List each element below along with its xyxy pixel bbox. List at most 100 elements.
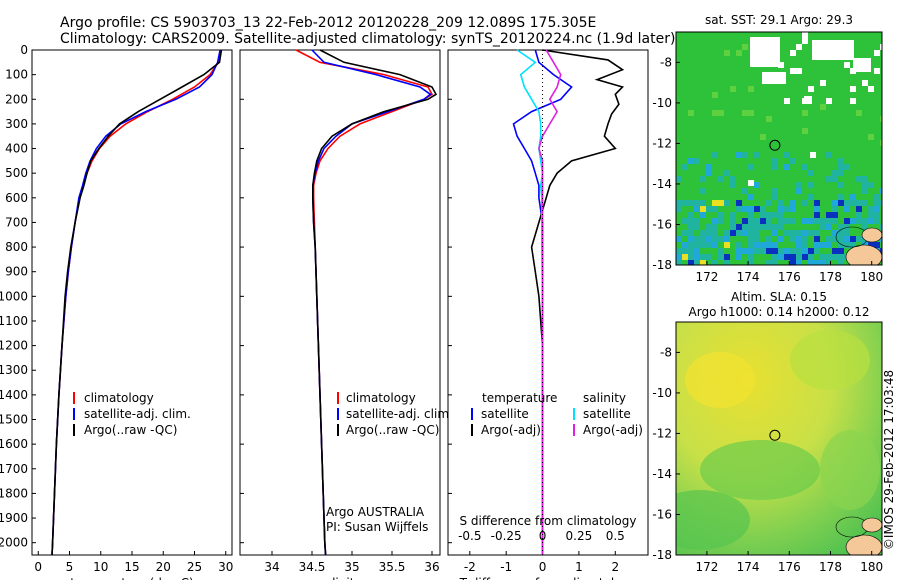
sst-cell xyxy=(784,164,790,170)
sst-map-panel: 172 174 176 178 180 -8 -10 -12 -14 -16 -18 sat. SST… xyxy=(652,13,883,284)
sst-cell xyxy=(766,236,772,242)
sst-cell xyxy=(736,50,742,56)
sst-cell xyxy=(724,236,730,242)
x-axis-label: temperature (deg C) xyxy=(70,576,193,580)
sst-cell xyxy=(772,242,778,248)
sst-cell xyxy=(802,218,808,224)
sst-cell xyxy=(688,200,694,206)
sst-cell xyxy=(736,224,742,230)
lat-tick-label: -10 xyxy=(652,386,672,400)
sst-cell xyxy=(808,254,814,260)
temperature-panel: 0100200300400500600700800900100011001200… xyxy=(0,43,233,580)
sst-cell xyxy=(814,212,820,218)
sst-cell xyxy=(808,260,814,265)
sst-cell xyxy=(790,236,796,242)
sst-cell xyxy=(844,164,850,170)
sst-cell xyxy=(850,218,856,224)
sst-cell xyxy=(706,254,712,260)
sst-cell xyxy=(802,254,808,260)
sst-cell xyxy=(766,212,772,218)
imos-credit: ©IMOS 29-Feb-2012 17:03:48 xyxy=(882,370,896,550)
sst-cell xyxy=(784,206,790,212)
sst-cell xyxy=(718,176,724,182)
x-tick-label: -1 xyxy=(500,560,512,574)
lat-tick-label: -10 xyxy=(652,96,672,110)
y-tick-label: 1400 xyxy=(0,388,28,402)
x-axis-label: T difference from climatology xyxy=(459,576,637,580)
lat-tick-label: -12 xyxy=(652,136,672,150)
y-tick-label: 1000 xyxy=(0,289,28,303)
sst-cell xyxy=(856,236,862,242)
sst-cell xyxy=(844,206,850,212)
sst-cell xyxy=(724,230,730,236)
sst-cell xyxy=(820,104,826,110)
sst-cell xyxy=(688,218,694,224)
sst-cell xyxy=(826,218,832,224)
sst-cell xyxy=(688,212,694,218)
sst-cell xyxy=(874,50,880,56)
sst-cell xyxy=(712,110,718,116)
sst-cell xyxy=(676,236,682,242)
sst-cell xyxy=(826,254,832,260)
sst-cell xyxy=(706,236,712,242)
sst-cell xyxy=(856,206,862,212)
sst-cell xyxy=(778,224,784,230)
sst-cell xyxy=(880,248,882,254)
sst-cell xyxy=(802,32,808,38)
sst-cell xyxy=(862,182,868,188)
x-tick-label: 34 xyxy=(264,560,279,574)
sst-cell xyxy=(796,182,802,188)
sst-cell xyxy=(868,182,874,188)
sst-cell xyxy=(796,236,802,242)
sst-cell xyxy=(838,170,844,176)
sla-patch xyxy=(790,330,870,390)
sst-cell xyxy=(826,260,832,265)
sst-cell xyxy=(862,200,868,206)
sst-cell xyxy=(784,248,790,254)
sst-cell xyxy=(676,206,682,212)
sst-cell xyxy=(718,200,724,206)
sst-cell xyxy=(880,116,882,122)
y-tick-label: 1700 xyxy=(0,462,28,476)
sla-map-panel: 172 174 176 178 180 -8 -10 -12 -14 -16 -18 Altim. S… xyxy=(652,290,883,574)
cloud-gap xyxy=(853,58,871,72)
sst-cell xyxy=(844,242,850,248)
series-line-salinity-2 xyxy=(311,49,438,556)
sst-cell xyxy=(736,248,742,254)
sst-cell xyxy=(712,206,718,212)
sst-cell xyxy=(862,176,868,182)
sst-cell xyxy=(694,236,700,242)
sst-cell xyxy=(730,182,736,188)
sst-cell xyxy=(784,230,790,236)
sst-cell xyxy=(706,170,712,176)
sst-cell xyxy=(856,176,862,182)
sst-cell xyxy=(832,176,838,182)
sst-cell xyxy=(766,116,772,122)
sst-cell xyxy=(874,68,880,74)
sst-cell xyxy=(844,200,850,206)
sst-cell xyxy=(772,230,778,236)
sst-cell xyxy=(712,200,718,206)
sst-cell xyxy=(826,224,832,230)
sst-cell xyxy=(772,224,778,230)
sst-cell xyxy=(712,218,718,224)
float-location-marker xyxy=(769,429,781,441)
sst-cell xyxy=(862,188,868,194)
sst-cell xyxy=(730,230,736,236)
sst-cell xyxy=(868,86,874,92)
series-line-difference-3 xyxy=(538,49,562,555)
sla-map-title: Altim. SLA: 0.15 xyxy=(731,290,827,304)
sst-cell xyxy=(778,236,784,242)
sst-cell xyxy=(736,200,742,206)
sst-cell xyxy=(778,212,784,218)
sst-cell xyxy=(838,248,844,254)
sst-cell xyxy=(844,62,850,68)
x-tick-label: 2 xyxy=(611,560,619,574)
sst-cell xyxy=(724,170,730,176)
sst-cell xyxy=(718,248,724,254)
sst-cell xyxy=(688,260,694,265)
sst-cell xyxy=(748,212,754,218)
sst-cell xyxy=(820,80,826,86)
lon-tick-label: 176 xyxy=(778,560,801,574)
